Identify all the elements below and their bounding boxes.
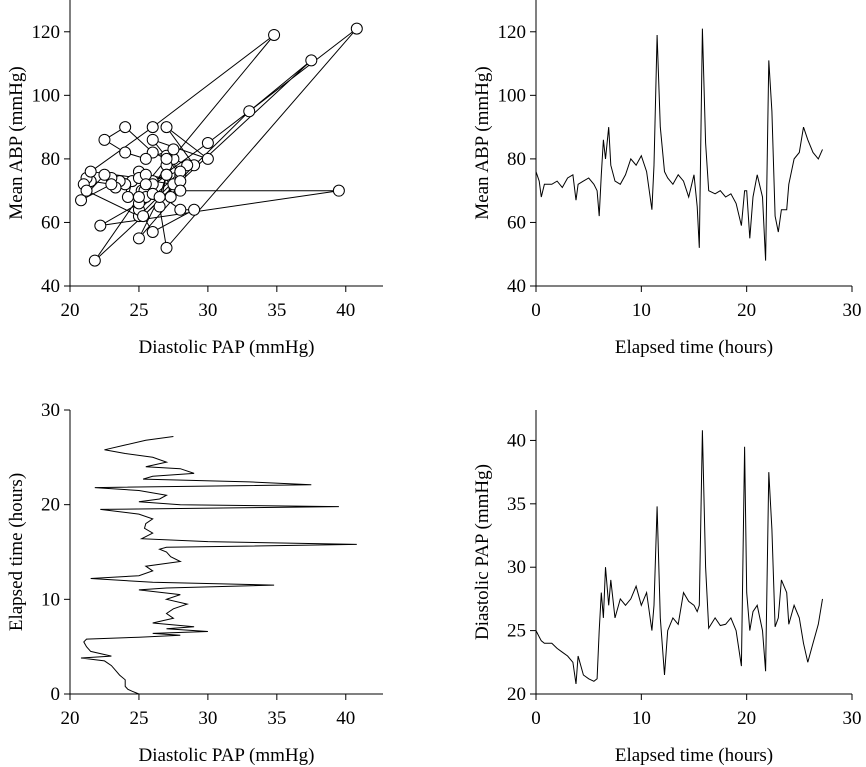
x-axis-label: Diastolic PAP (mmHg) — [139, 745, 315, 766]
y-tick-label: 60 — [507, 212, 526, 233]
data-point — [153, 191, 166, 204]
data-point — [146, 225, 159, 238]
x-axis-label: Elapsed time (hours) — [615, 337, 773, 358]
data-point — [139, 178, 152, 191]
y-tick-label: 40 — [507, 430, 526, 451]
data-point — [201, 152, 214, 165]
data-point — [98, 168, 111, 181]
x-axis-label: Elapsed time (hours) — [615, 745, 773, 766]
y-tick-label: 10 — [41, 589, 60, 610]
data-point — [332, 184, 345, 197]
data-line — [535, 430, 823, 684]
y-tick-label: 80 — [507, 149, 526, 170]
data-point — [305, 54, 318, 67]
data-line — [535, 28, 823, 261]
x-tick-label: 20 — [737, 300, 756, 321]
x-tick-label: 35 — [267, 300, 286, 321]
y-tick-label: 40 — [507, 276, 526, 297]
data-point — [160, 168, 173, 181]
data-point — [121, 191, 134, 204]
data-point — [243, 105, 256, 118]
x-tick-label: 40 — [336, 708, 355, 729]
data-line — [80, 436, 357, 695]
y-tick-label: 80 — [41, 149, 60, 170]
x-tick-label: 20 — [61, 300, 80, 321]
data-point — [174, 203, 187, 216]
data-point — [98, 133, 111, 146]
data-point — [146, 121, 159, 134]
x-tick-label: 30 — [843, 300, 862, 321]
y-axis-label: Diastolic PAP (mmHg) — [472, 464, 493, 640]
x-tick-label: 0 — [531, 708, 541, 729]
x-tick-label: 25 — [129, 708, 148, 729]
data-point — [167, 143, 180, 156]
data-point — [160, 152, 173, 165]
y-tick-label: 20 — [41, 495, 60, 516]
x-tick-label: 0 — [531, 300, 541, 321]
x-tick-label: 30 — [198, 708, 217, 729]
data-point — [350, 22, 363, 35]
y-axis-label: Mean ABP (mmHg) — [6, 66, 27, 219]
y-tick-label: 100 — [498, 85, 527, 106]
y-tick-label: 60 — [41, 212, 60, 233]
x-tick-label: 10 — [632, 708, 651, 729]
y-tick-label: 25 — [507, 621, 526, 642]
data-point — [132, 232, 145, 245]
y-tick-label: 120 — [498, 22, 527, 43]
x-tick-label: 30 — [843, 708, 862, 729]
x-tick-label: 10 — [632, 300, 651, 321]
data-point — [119, 121, 132, 134]
y-tick-label: 35 — [507, 494, 526, 515]
data-point — [75, 194, 88, 207]
y-axis-label: Mean ABP (mmHg) — [472, 66, 493, 219]
x-tick-label: 25 — [129, 300, 148, 321]
data-point — [132, 191, 145, 204]
data-point — [119, 146, 132, 159]
data-point — [160, 241, 173, 254]
data-point — [94, 219, 107, 232]
data-point — [268, 28, 281, 41]
data-point — [137, 210, 150, 223]
y-axis-label: Elapsed time (hours) — [6, 473, 27, 631]
data-point — [105, 178, 118, 191]
x-tick-label: 30 — [198, 300, 217, 321]
x-tick-label: 20 — [737, 708, 756, 729]
x-tick-label: 35 — [267, 708, 286, 729]
data-point — [164, 191, 177, 204]
data-point — [201, 137, 214, 149]
y-tick-label: 30 — [41, 400, 60, 421]
data-point — [146, 133, 159, 146]
x-tick-label: 40 — [336, 300, 355, 321]
x-tick-label: 20 — [61, 708, 80, 729]
data-point — [188, 203, 201, 216]
data-point — [88, 254, 101, 267]
data-point — [84, 165, 97, 178]
y-tick-label: 0 — [51, 684, 61, 705]
y-tick-label: 100 — [32, 85, 61, 106]
y-tick-label: 30 — [507, 557, 526, 578]
data-point — [160, 121, 173, 134]
y-tick-label: 120 — [32, 22, 61, 43]
data-point — [174, 184, 187, 197]
y-tick-label: 40 — [41, 276, 60, 297]
y-tick-label: 20 — [507, 684, 526, 705]
data-point — [139, 152, 152, 165]
data-point — [80, 184, 93, 197]
x-axis-label: Diastolic PAP (mmHg) — [139, 337, 315, 358]
